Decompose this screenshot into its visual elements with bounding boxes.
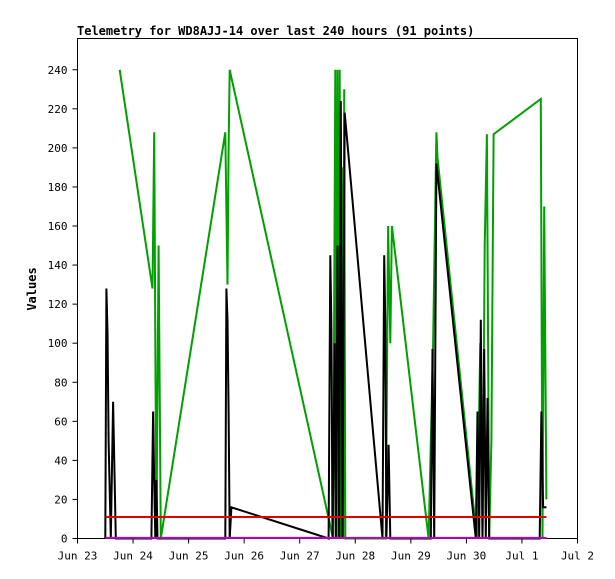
x-tick-label: Jul 1: [505, 550, 538, 563]
x-tick-label: Jun 27: [280, 550, 320, 563]
x-tick-label: Jun 26: [224, 550, 264, 563]
x-tick-label: Jun 25: [169, 550, 209, 563]
y-tick-label: 40: [54, 454, 67, 467]
y-tick-label: 20: [54, 493, 67, 506]
y-tick-label: 160: [48, 220, 68, 233]
y-tick-label: 100: [48, 337, 68, 350]
x-tick-label: Jun 23: [58, 550, 98, 563]
y-tick-label: 180: [48, 181, 68, 194]
x-tick-layer: Jun 23 Jun 24 Jun 25 Jun 26 Jun 27 Jun 28 Jun …: [58, 538, 594, 563]
y-tick-layer: 0 20 40 60 80 100 120 140 160 180 200 220 240: [48, 64, 78, 546]
y-tick-label: 120: [48, 298, 68, 311]
y-tick-label: 200: [48, 142, 68, 155]
y-tick-label: 220: [48, 103, 68, 116]
x-tick-label: Jun 30: [447, 550, 487, 563]
y-tick-label: 240: [48, 64, 68, 77]
y-tick-label: 80: [54, 376, 67, 389]
y-tick-label: 0: [61, 533, 68, 546]
y-axis-label: Values: [25, 267, 39, 310]
series-layer: [104, 69, 548, 540]
x-tick-label: Jun 28: [335, 550, 375, 563]
x-tick-label: Jun 29: [391, 550, 431, 563]
x-tick-label: Jun 24: [113, 550, 153, 563]
y-tick-label: 60: [54, 415, 67, 428]
x-tick-label: Jul 2: [561, 550, 594, 563]
chart-title: Telemetry for WD8AJJ-14 over last 240 ho…: [77, 24, 474, 38]
y-tick-label: 140: [48, 259, 68, 272]
